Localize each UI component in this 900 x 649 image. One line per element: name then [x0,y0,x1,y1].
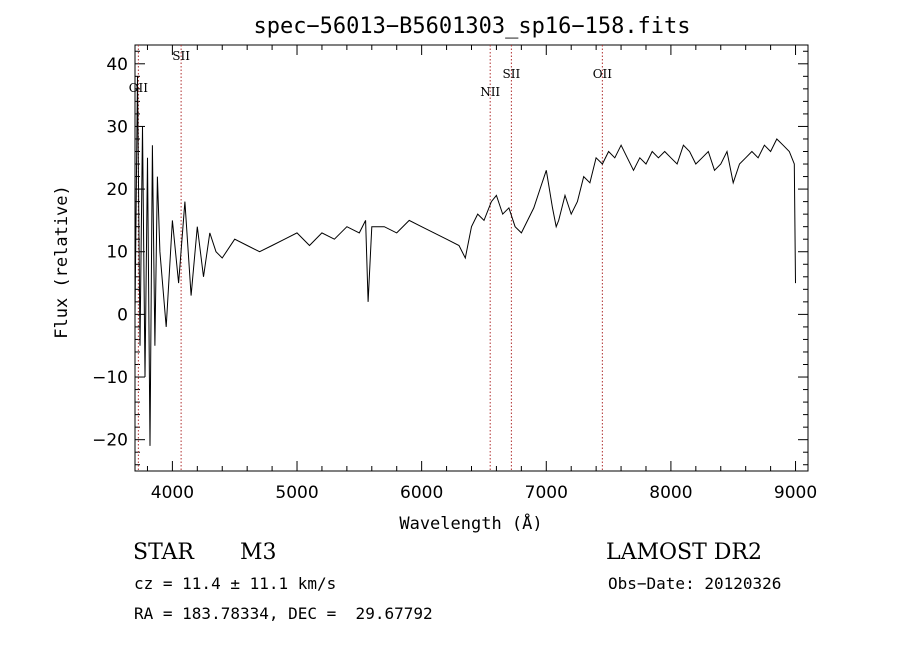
y-tick-label: 0 [117,305,128,325]
x-tick-label: 6000 [400,483,443,503]
y-tick-label: 40 [106,55,128,75]
emission-line-label: SII [503,67,521,81]
redshift-cz: cz = 11.4 ± 11.1 km/s [134,574,337,593]
y-tick-label: 10 [106,243,128,263]
object-subclass: M3 [240,540,277,565]
object-class: STAR [133,540,194,565]
x-tick-label: 4000 [151,483,194,503]
emission-line-label: SII [172,49,190,63]
y-tick-label: 20 [106,180,128,200]
emission-line-label: OII [129,81,149,95]
y-axis-label: Flux (relative) [52,185,72,339]
emission-line-label: OII [593,67,613,81]
x-tick-label: 5000 [275,483,318,503]
x-tick-label: 8000 [649,483,692,503]
y-tick-label: −10 [92,368,128,388]
ra-dec: RA = 183.78334, DEC = 29.67792 [134,604,433,623]
x-tick-label: 7000 [525,483,568,503]
x-axis-label: Wavelength (Å) [399,512,542,534]
axis-ticks: 4000 5000 6000 7000 8000 9000 −20 −10 0 10 20 30 40 [92,45,817,503]
emission-line-label: NII [480,85,500,99]
survey-name: LAMOST DR2 [606,540,762,565]
obs-date: Obs−Date: 20120326 [608,574,782,593]
x-tick-label: 9000 [774,483,817,503]
spectrum-series-line [134,76,796,446]
y-tick-label: −20 [92,431,128,451]
plot-frame [134,44,809,472]
chart-title: spec−56013−B5601303_sp16−158.fits [253,14,690,39]
y-tick-label: 30 [106,117,128,137]
